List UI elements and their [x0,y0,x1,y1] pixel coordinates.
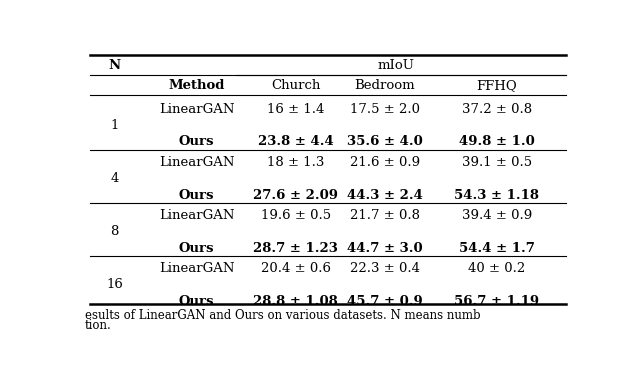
Text: 35.6 ± 4.0: 35.6 ± 4.0 [347,135,423,148]
Text: 4: 4 [111,172,119,185]
Text: esults of LinearGAN and Ours on various datasets. N means numb: esults of LinearGAN and Ours on various … [85,309,481,322]
Text: mIoU: mIoU [378,59,415,72]
Text: 49.8 ± 1.0: 49.8 ± 1.0 [459,135,534,148]
Text: Ours: Ours [179,295,214,308]
Text: 27.6 ± 2.09: 27.6 ± 2.09 [253,189,339,202]
Text: LinearGAN: LinearGAN [159,262,234,275]
Text: LinearGAN: LinearGAN [159,156,234,169]
Text: 54.4 ± 1.7: 54.4 ± 1.7 [459,241,534,254]
Text: Ours: Ours [179,135,214,148]
Text: 17.5 ± 2.0: 17.5 ± 2.0 [350,103,420,116]
Text: 39.4 ± 0.9: 39.4 ± 0.9 [461,209,532,222]
Text: 21.6 ± 0.9: 21.6 ± 0.9 [350,156,420,169]
Text: 44.7 ± 3.0: 44.7 ± 3.0 [348,241,423,254]
Text: 37.2 ± 0.8: 37.2 ± 0.8 [461,103,532,116]
Text: Church: Church [271,79,321,92]
Text: 28.8 ± 1.08: 28.8 ± 1.08 [253,295,338,308]
Text: Bedroom: Bedroom [355,79,415,92]
Text: 21.7 ± 0.8: 21.7 ± 0.8 [350,209,420,222]
Text: 19.6 ± 0.5: 19.6 ± 0.5 [260,209,331,222]
Text: 22.3 ± 0.4: 22.3 ± 0.4 [350,262,420,275]
Text: Ours: Ours [179,189,214,202]
Text: 40 ± 0.2: 40 ± 0.2 [468,262,525,275]
Text: 28.7 ± 1.23: 28.7 ± 1.23 [253,241,338,254]
Text: LinearGAN: LinearGAN [159,209,234,222]
Text: FFHQ: FFHQ [476,79,517,92]
Text: 8: 8 [111,225,119,238]
Text: 56.7 ± 1.19: 56.7 ± 1.19 [454,295,540,308]
Text: 39.1 ± 0.5: 39.1 ± 0.5 [461,156,532,169]
Text: Method: Method [168,79,225,92]
Text: N: N [109,59,121,72]
Text: 16 ± 1.4: 16 ± 1.4 [267,103,324,116]
Text: 44.3 ± 2.4: 44.3 ± 2.4 [347,189,423,202]
Text: Ours: Ours [179,241,214,254]
Text: 54.3 ± 1.18: 54.3 ± 1.18 [454,189,539,202]
Text: 20.4 ± 0.6: 20.4 ± 0.6 [260,262,331,275]
Text: LinearGAN: LinearGAN [159,103,234,116]
Text: 45.7 ± 0.9: 45.7 ± 0.9 [347,295,423,308]
Text: 23.8 ± 4.4: 23.8 ± 4.4 [258,135,333,148]
Text: 16: 16 [106,278,123,291]
Text: tion.: tion. [85,320,112,333]
Text: 1: 1 [111,119,119,132]
Text: 18 ± 1.3: 18 ± 1.3 [267,156,324,169]
